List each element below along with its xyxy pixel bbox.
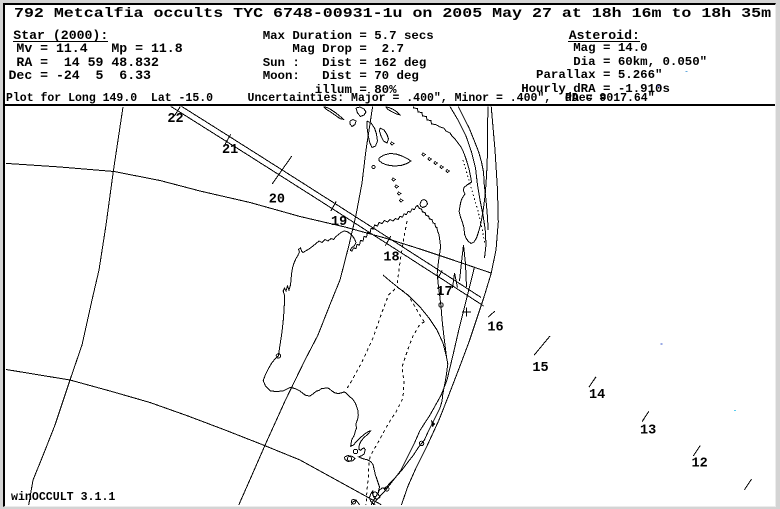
svg-text:20: 20: [269, 193, 285, 208]
svg-text:22: 22: [167, 112, 183, 127]
svg-text:15: 15: [532, 361, 548, 376]
svg-text:19: 19: [331, 215, 347, 230]
svg-text:17: 17: [436, 285, 452, 300]
svg-text:13: 13: [640, 424, 656, 439]
svg-text:18: 18: [383, 251, 399, 266]
svg-text:21: 21: [222, 143, 238, 158]
svg-text:12: 12: [692, 457, 708, 472]
svg-text:16: 16: [487, 321, 503, 336]
svg-text:14: 14: [589, 388, 605, 403]
